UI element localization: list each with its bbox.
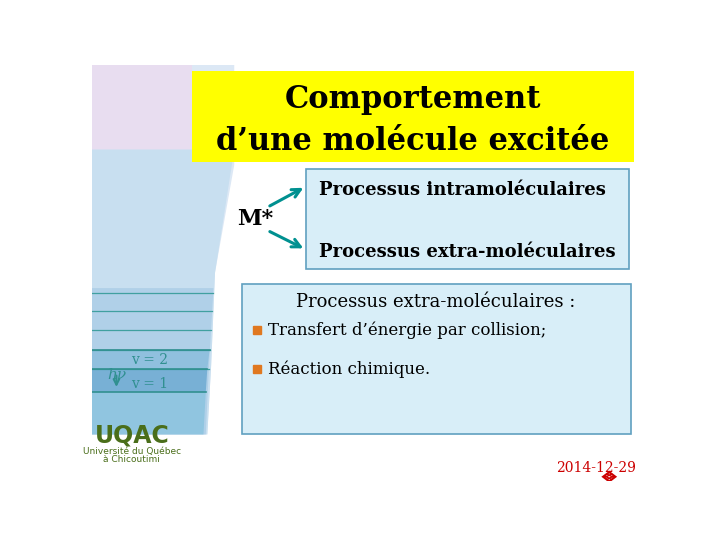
Text: Transfert d’énergie par collision;: Transfert d’énergie par collision; [268, 322, 546, 339]
Text: v = 1: v = 1 [131, 377, 168, 392]
Text: Processus extra-moléculaires :: Processus extra-moléculaires : [297, 293, 576, 311]
Polygon shape [92, 369, 207, 392]
Text: M*: M* [237, 208, 273, 230]
Text: d’une molécule excitée: d’une molécule excitée [216, 126, 610, 157]
Text: à Chicoutimi: à Chicoutimi [104, 455, 161, 464]
Polygon shape [92, 350, 210, 369]
FancyBboxPatch shape [192, 71, 634, 162]
Text: 2014-12-29: 2014-12-29 [557, 461, 636, 475]
Text: Réaction chimique.: Réaction chimique. [268, 360, 431, 377]
Polygon shape [92, 288, 213, 434]
Polygon shape [92, 392, 206, 434]
Polygon shape [92, 65, 234, 434]
Text: Processus intramoléculaires: Processus intramoléculaires [319, 181, 606, 199]
Text: hν: hν [107, 368, 126, 382]
Text: Processus extra-moléculaires: Processus extra-moléculaires [319, 243, 616, 261]
FancyBboxPatch shape [306, 168, 629, 269]
Text: Université du Québec: Université du Québec [83, 447, 181, 456]
Text: UQAC: UQAC [94, 424, 169, 448]
Polygon shape [92, 65, 192, 165]
Text: Comportement: Comportement [284, 84, 541, 115]
Polygon shape [92, 150, 234, 434]
Text: v = 2: v = 2 [131, 353, 168, 367]
FancyBboxPatch shape [242, 284, 631, 434]
